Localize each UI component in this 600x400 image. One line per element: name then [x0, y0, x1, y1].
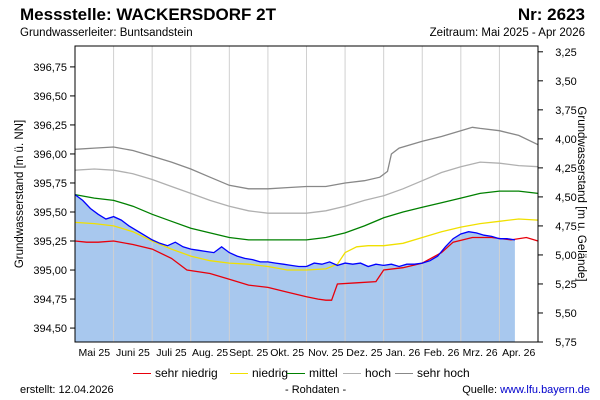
x-tick-label: Dez. 25 [346, 347, 382, 359]
legend-swatch [287, 372, 305, 374]
y-tick-label: 395,50 [33, 207, 67, 219]
y-right-tick-label: 5,75 [555, 337, 576, 349]
y-tick-label: 396,75 [33, 62, 67, 74]
legend-label: niedrig [252, 366, 289, 380]
x-tick-label: Apr. 26 [502, 347, 535, 359]
created-info: erstellt: 12.04.2026 [20, 384, 114, 396]
source-info: Quelle: www.lfu.bayern.de [462, 384, 590, 396]
x-tick-label: Nov. 25 [308, 347, 344, 359]
series-mittel [74, 190, 539, 241]
y-right-tick-label: 4,00 [555, 134, 576, 146]
y-tick-label: 395,25 [33, 236, 67, 248]
chart-legend: sehr niedrig niedrig mittel hoch sehr hoch [0, 366, 600, 382]
page-title: Messstelle: WACKERSDORF 2T [20, 5, 276, 24]
y-tick-label: 396,00 [33, 149, 67, 161]
legend-item-mittel: mittel [287, 366, 338, 380]
legend-item-sehr-niedrig: sehr niedrig [133, 366, 218, 380]
x-tick-label: Juli 25 [156, 347, 187, 359]
station-number: Nr: 2623 [517, 5, 585, 24]
legend-label: sehr hoch [417, 366, 470, 380]
created-label: erstellt: [20, 384, 56, 396]
x-tick-label: Mrz. 26 [463, 347, 498, 359]
x-tick-label: Feb. 26 [424, 347, 460, 359]
series-hoch [74, 161, 539, 214]
y-right-tick-label: 5,50 [555, 308, 576, 320]
y-tick-label: 396,25 [33, 120, 67, 132]
plot-frame [74, 45, 539, 343]
measured-area [75, 194, 515, 342]
x-tick-label: Sept. 25 [229, 347, 268, 359]
legend-item-hoch: hoch [343, 366, 391, 380]
y-tick-label: 394,75 [33, 294, 67, 306]
legend-label: hoch [365, 366, 392, 380]
legend-swatch [133, 372, 151, 374]
x-tick-label: Aug. 25 [192, 347, 228, 359]
y-right-tick-label: 5,25 [555, 279, 576, 291]
x-tick-label: Juni 25 [116, 347, 150, 359]
y-tick-label: 394,50 [33, 323, 67, 335]
y-right-tick-label: 3,50 [555, 76, 576, 88]
aquifer-label: Grundwasserleiter: Buntsandstein [20, 27, 193, 39]
series-rohdaten [74, 194, 515, 268]
y-right-tick-label: 3,75 [555, 105, 576, 117]
legend-label: sehr niedrig [155, 366, 218, 380]
legend-swatch [230, 372, 248, 374]
x-tick-label: Jan. 26 [386, 347, 421, 359]
y-right-tick-label: 5,00 [555, 250, 576, 262]
y-tick-label: 396,50 [33, 91, 67, 103]
y-right-tick-label: 4,50 [555, 192, 576, 204]
y-right-tick-label: 4,25 [555, 163, 576, 175]
legend-swatch [395, 372, 413, 374]
y-tick-label: 395,00 [33, 265, 67, 277]
raw-data-note: - Rohdaten - [285, 384, 347, 396]
y-right-axis-title: Grundwasserstand [m u. Gelände] [575, 106, 587, 281]
created-date: 12.04.2026 [58, 384, 114, 396]
y-right-tick-label: 3,25 [555, 47, 576, 59]
x-tick-label: Okt. 25 [270, 347, 304, 359]
legend-item-sehr-hoch: sehr hoch [395, 366, 470, 380]
legend-swatch [343, 372, 361, 374]
y-right-tick-label: 4,75 [555, 221, 576, 233]
source-link[interactable]: www.lfu.bayern.de [500, 384, 590, 396]
period-label: Zeitraum: Mai 2025 - Apr 2026 [429, 27, 585, 39]
series-niedrig [74, 218, 539, 271]
series-sehr-niedrig [74, 236, 539, 301]
series-sehr-hoch [74, 126, 539, 190]
y-axis-title: Grundwasserstand [m ü. NN] [14, 120, 26, 268]
y-tick-label: 395,75 [33, 178, 67, 190]
source-label: Quelle: [462, 384, 498, 396]
x-tick-label: Mai 25 [79, 347, 111, 359]
legend-label: mittel [309, 366, 338, 380]
legend-item-niedrig: niedrig [230, 366, 288, 380]
